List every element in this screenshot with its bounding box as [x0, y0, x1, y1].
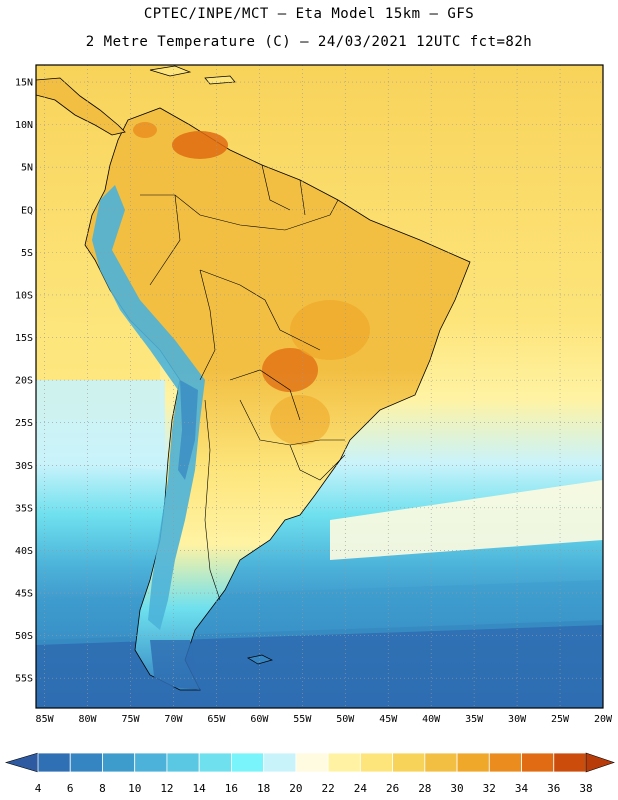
- lat-label: 10S: [15, 290, 33, 301]
- colorbar-swatch: [134, 752, 168, 773]
- lat-label: 20S: [15, 376, 33, 387]
- lon-label: 65W: [207, 714, 226, 725]
- lon-label: 45W: [379, 714, 398, 725]
- lon-label: 25W: [551, 714, 570, 725]
- lat-label: 30S: [15, 461, 33, 472]
- colombia-hot-core: [133, 122, 157, 138]
- lat-label: 5N: [21, 163, 33, 174]
- patagonia-cold: [150, 640, 200, 690]
- caribbean-island: [149, 65, 192, 77]
- andes-cold-ridge: [92, 185, 205, 630]
- lat-label: 50S: [15, 631, 33, 642]
- lon-label: 70W: [164, 714, 183, 725]
- colorbar-label: 30: [450, 782, 463, 795]
- lat-label: 15N: [15, 78, 33, 89]
- andes-core: [178, 380, 198, 480]
- colorbar-swatch: [424, 752, 458, 773]
- colorbar-label: 22: [321, 782, 334, 795]
- lat-label: 25S: [15, 418, 33, 429]
- colorbar-swatch: [102, 752, 136, 773]
- colorbar-swatch: [521, 752, 555, 773]
- lat-label: EQ: [21, 205, 33, 216]
- lon-label: 20W: [594, 714, 613, 725]
- lon-label: 75W: [121, 714, 140, 725]
- lat-label: 45S: [15, 589, 33, 600]
- country-borders: [140, 164, 346, 601]
- colorbar-swatch: [263, 752, 297, 773]
- lon-label: 30W: [508, 714, 527, 725]
- colorbar-arrow-low: [4, 752, 39, 773]
- graticule: [36, 65, 604, 708]
- colorbar: 4 6 8 10 12 14 16 18 20 22 24 26 28 30 32 34 36 38: [4, 752, 615, 795]
- pacific-cool-band: [36, 380, 165, 470]
- model-title: CPTEC/INPE/MCT – Eta Model 15km – GFS: [143, 6, 475, 22]
- colorbar-label: 24: [354, 782, 368, 795]
- colorbar-swatch: [231, 752, 265, 773]
- colorbar-swatch: [392, 752, 426, 773]
- colorbar-label: 18: [257, 782, 270, 795]
- colorbar-label: 14: [193, 782, 207, 795]
- colorbar-swatch: [553, 752, 587, 773]
- colorbar-label: 10: [128, 782, 141, 795]
- lat-label: 55S: [15, 674, 33, 685]
- colorbar-label: 32: [483, 782, 496, 795]
- central-america-land: [36, 77, 126, 136]
- colorbar-swatch: [166, 752, 200, 773]
- colorbar-swatch: [359, 752, 393, 773]
- latitude-labels: 15N 10N 5N EQ 5S 10S 15S 20S 25S 30S 35S 40S 45S 50S 5…: [15, 78, 33, 685]
- lon-label: 35W: [465, 714, 484, 725]
- falkland-islands: [247, 654, 273, 665]
- colorbar-label: 12: [160, 782, 173, 795]
- field-title: 2 Metre Temperature (C) – 24/03/2021 12U…: [85, 34, 533, 50]
- lat-label: 5S: [21, 248, 33, 259]
- colorbar-label: 36: [547, 782, 560, 795]
- colorbar-label: 4: [35, 782, 42, 795]
- colorbar-label: 20: [289, 782, 302, 795]
- longitude-labels: 85W 80W 75W 70W 65W 60W 55W 50W 45W 40W 35W 30W 25W 2…: [36, 714, 613, 725]
- colorbar-label: 34: [515, 782, 529, 795]
- lon-label: 80W: [79, 714, 98, 725]
- colorbar-label: 28: [418, 782, 431, 795]
- colorbar-swatch: [37, 752, 71, 773]
- atlantic-warm-tongue: [330, 480, 603, 560]
- central-brazil-warm: [290, 300, 370, 360]
- lat-label: 10N: [15, 120, 33, 131]
- lon-label: 50W: [336, 714, 355, 725]
- lat-label: 40S: [15, 546, 33, 557]
- lon-label: 85W: [36, 714, 55, 725]
- colorbar-label: 6: [67, 782, 74, 795]
- colorbar-label: 38: [579, 782, 592, 795]
- colorbar-swatch: [69, 752, 103, 773]
- lon-label: 60W: [250, 714, 269, 725]
- colorbar-swatch: [488, 752, 522, 773]
- colorbar-label: 16: [225, 782, 238, 795]
- colorbar-label: 26: [386, 782, 399, 795]
- map-frame: [35, 64, 604, 709]
- colorbar-swatch: [327, 752, 361, 773]
- colorbar-arrow-high: [585, 752, 615, 773]
- colorbar-label: 8: [99, 782, 106, 795]
- lat-label: 15S: [15, 333, 33, 344]
- colorbar-swatch: [456, 752, 490, 773]
- lat-label: 35S: [15, 503, 33, 514]
- colorbar-swatch: [295, 752, 329, 773]
- colorbar-swatch: [198, 752, 232, 773]
- venezuela-hot-core: [172, 131, 228, 159]
- lon-label: 55W: [293, 714, 312, 725]
- lon-label: 40W: [422, 714, 441, 725]
